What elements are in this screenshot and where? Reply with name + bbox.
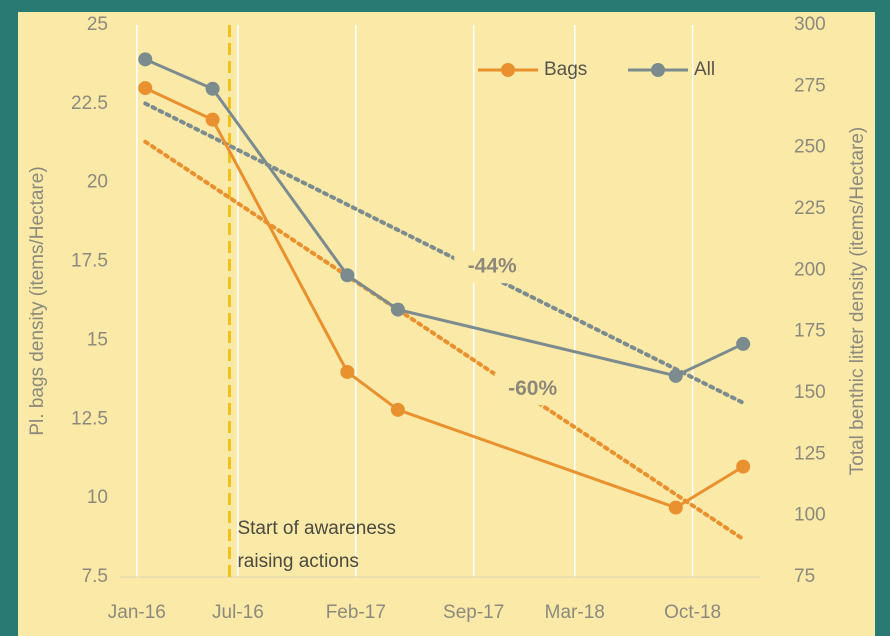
- y-tick-label: 15: [87, 329, 108, 350]
- point: [205, 112, 220, 127]
- y-tick-label: 10: [87, 487, 108, 508]
- point: [205, 81, 220, 96]
- point: [390, 402, 405, 417]
- legend-marker: [651, 63, 665, 77]
- trend-label: -44%: [468, 255, 517, 278]
- point: [340, 364, 355, 379]
- y-axis-label: Pl. bags density (items/Hectare): [27, 166, 48, 435]
- point: [736, 336, 751, 351]
- x-tick-label: Sep-17: [443, 602, 504, 623]
- y2-tick-label: 75: [794, 566, 815, 587]
- y2-tick-label: 250: [794, 137, 826, 158]
- x-tick-label: Oct-18: [664, 602, 721, 623]
- y2-tick-label: 150: [794, 382, 826, 403]
- y-tick-label: 20: [87, 172, 108, 193]
- x-tick-label: Jul-16: [212, 602, 264, 623]
- legend-marker: [501, 63, 515, 77]
- y2-tick-label: 200: [794, 259, 826, 280]
- y2-tick-label: 300: [794, 14, 826, 35]
- y-tick-label: 22.5: [71, 93, 108, 114]
- y2-tick-label: 275: [794, 75, 826, 96]
- point: [390, 302, 405, 317]
- y2-axis-label: Total benthic litter density (items/Hect…: [847, 127, 868, 475]
- label-gap: [454, 251, 531, 284]
- point: [668, 368, 683, 383]
- trendline: [143, 101, 746, 405]
- point: [138, 81, 153, 96]
- annotation-text: raising actions: [237, 551, 358, 572]
- x-tick-label: Mar-18: [545, 602, 605, 623]
- point: [736, 459, 751, 474]
- series-line: [144, 86, 744, 510]
- annotation-text: Start of awareness: [237, 518, 395, 539]
- trend-label: -60%: [508, 377, 557, 400]
- trendline: [143, 139, 746, 542]
- y-tick-label: 17.5: [71, 251, 108, 272]
- x-tick-label: Feb-17: [326, 602, 386, 623]
- y-tick-label: 25: [87, 14, 108, 35]
- point: [138, 52, 153, 67]
- series-line: [144, 57, 744, 378]
- legend-label: All: [694, 59, 715, 80]
- y2-tick-label: 175: [794, 321, 826, 342]
- y2-tick-label: 225: [794, 198, 826, 219]
- label-gap: [494, 373, 571, 406]
- x-tick-label: Jan-16: [108, 602, 166, 623]
- point: [668, 500, 683, 515]
- y-tick-label: 7.5: [82, 566, 108, 587]
- y2-tick-label: 125: [794, 443, 826, 464]
- y-tick-label: 12.5: [71, 408, 108, 429]
- point: [340, 268, 355, 283]
- y2-tick-label: 100: [794, 505, 826, 526]
- legend-label: Bags: [544, 59, 587, 80]
